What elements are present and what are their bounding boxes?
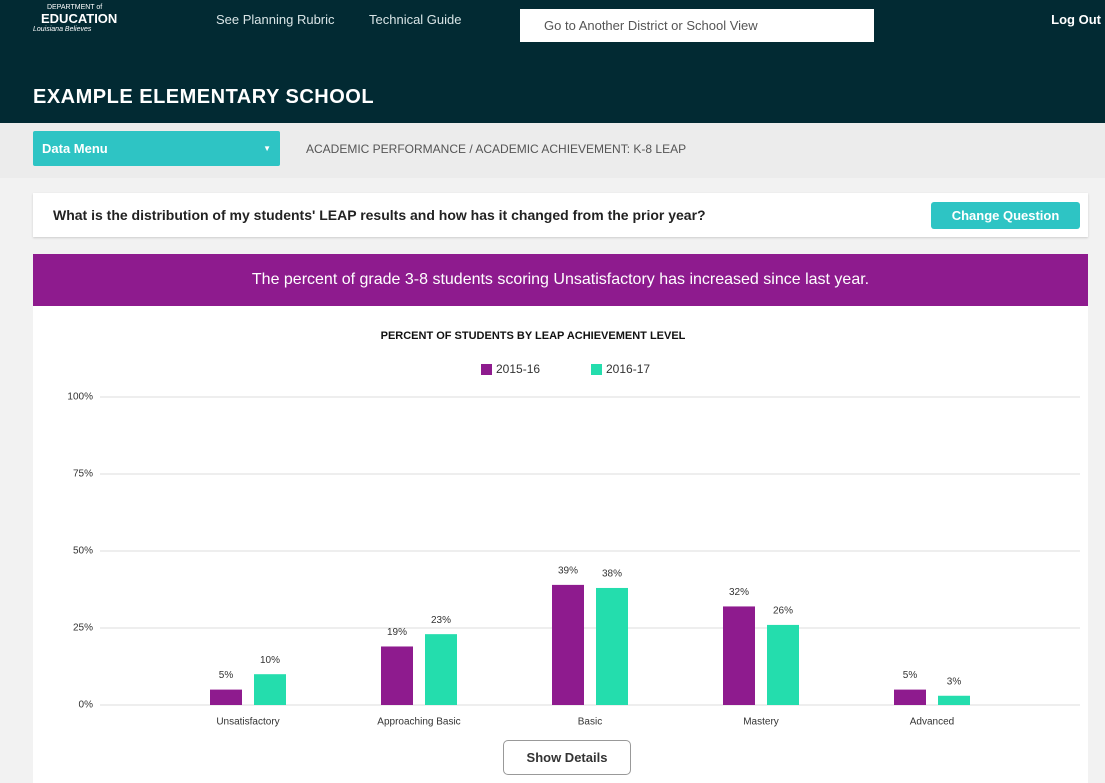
data-menu[interactable]: Data Menu ▼: [33, 131, 280, 166]
bar: [210, 689, 242, 705]
chart-title: PERCENT OF STUDENTS BY LEAP ACHIEVEMENT …: [381, 330, 686, 342]
legend-label: 2015-16: [496, 362, 540, 376]
logo-top: DEPARTMENT of: [47, 4, 103, 11]
data-label: 5%: [903, 670, 918, 681]
data-label: 39%: [558, 566, 578, 577]
show-details-button[interactable]: Show Details: [503, 740, 631, 775]
question-card: What is the distribution of my students'…: [33, 193, 1088, 237]
chart: PERCENT OF STUDENTS BY LEAP ACHIEVEMENT …: [67, 330, 1080, 728]
logo[interactable]: DEPARTMENT of EDUCATION Louisiana Believ…: [33, 4, 117, 34]
nav-link[interactable]: See Planning Rubric: [216, 12, 335, 27]
y-tick-label: 75%: [73, 469, 93, 480]
question-text: What is the distribution of my students'…: [53, 207, 706, 223]
legend-label: 2016-17: [606, 362, 650, 376]
bar: [767, 624, 799, 705]
banner: The percent of grade 3-8 students scorin…: [33, 254, 1088, 306]
data-label: 19%: [387, 627, 407, 638]
data-label: 38%: [602, 569, 622, 580]
y-tick-label: 50%: [73, 546, 93, 557]
bar: [596, 587, 628, 705]
bar: [425, 634, 457, 705]
change-question-button[interactable]: Change Question: [931, 202, 1080, 229]
search-box[interactable]: Go to Another District or School View: [520, 9, 874, 42]
bar: [723, 606, 755, 705]
x-tick-label: Unsatisfactory: [216, 717, 279, 728]
bar: [381, 646, 413, 705]
toolbar: Data Menu ▼ ACADEMIC PERFORMANCE / ACADEM…: [0, 123, 1105, 178]
x-tick-label: Advanced: [910, 717, 954, 728]
y-tick-label: 25%: [73, 623, 93, 634]
header: DEPARTMENT of EDUCATION Louisiana Believ…: [0, 0, 1105, 123]
x-tick-label: Basic: [578, 717, 602, 728]
data-label: 5%: [219, 670, 234, 681]
data-label: 23%: [431, 615, 451, 626]
legend-swatch: [481, 364, 492, 375]
legend-swatch: [591, 364, 602, 375]
y-tick-label: 0%: [79, 700, 94, 711]
school-title: EXAMPLE ELEMENTARY SCHOOL: [33, 86, 375, 108]
bar: [552, 584, 584, 705]
logout[interactable]: Log Out: [1051, 12, 1101, 27]
x-tick-label: Mastery: [743, 717, 779, 728]
logo-sub: Louisiana Believes: [33, 26, 92, 33]
bar: [254, 674, 286, 705]
bar: [938, 695, 970, 705]
menu-label: Data Menu: [42, 141, 108, 156]
y-tick-label: 100%: [67, 392, 93, 403]
data-label: 26%: [773, 606, 793, 617]
data-label: 32%: [729, 587, 749, 598]
nav-link[interactable]: Technical Guide: [369, 12, 462, 27]
caret: ▼: [263, 144, 271, 153]
bar: [894, 689, 926, 705]
breadcrumb: ACADEMIC PERFORMANCE / ACADEMIC ACHIEVEM…: [306, 142, 687, 156]
logo-main: EDUCATION: [41, 11, 118, 26]
data-label: 10%: [260, 655, 280, 666]
x-tick-label: Approaching Basic: [377, 717, 460, 728]
data-label: 3%: [947, 676, 962, 687]
